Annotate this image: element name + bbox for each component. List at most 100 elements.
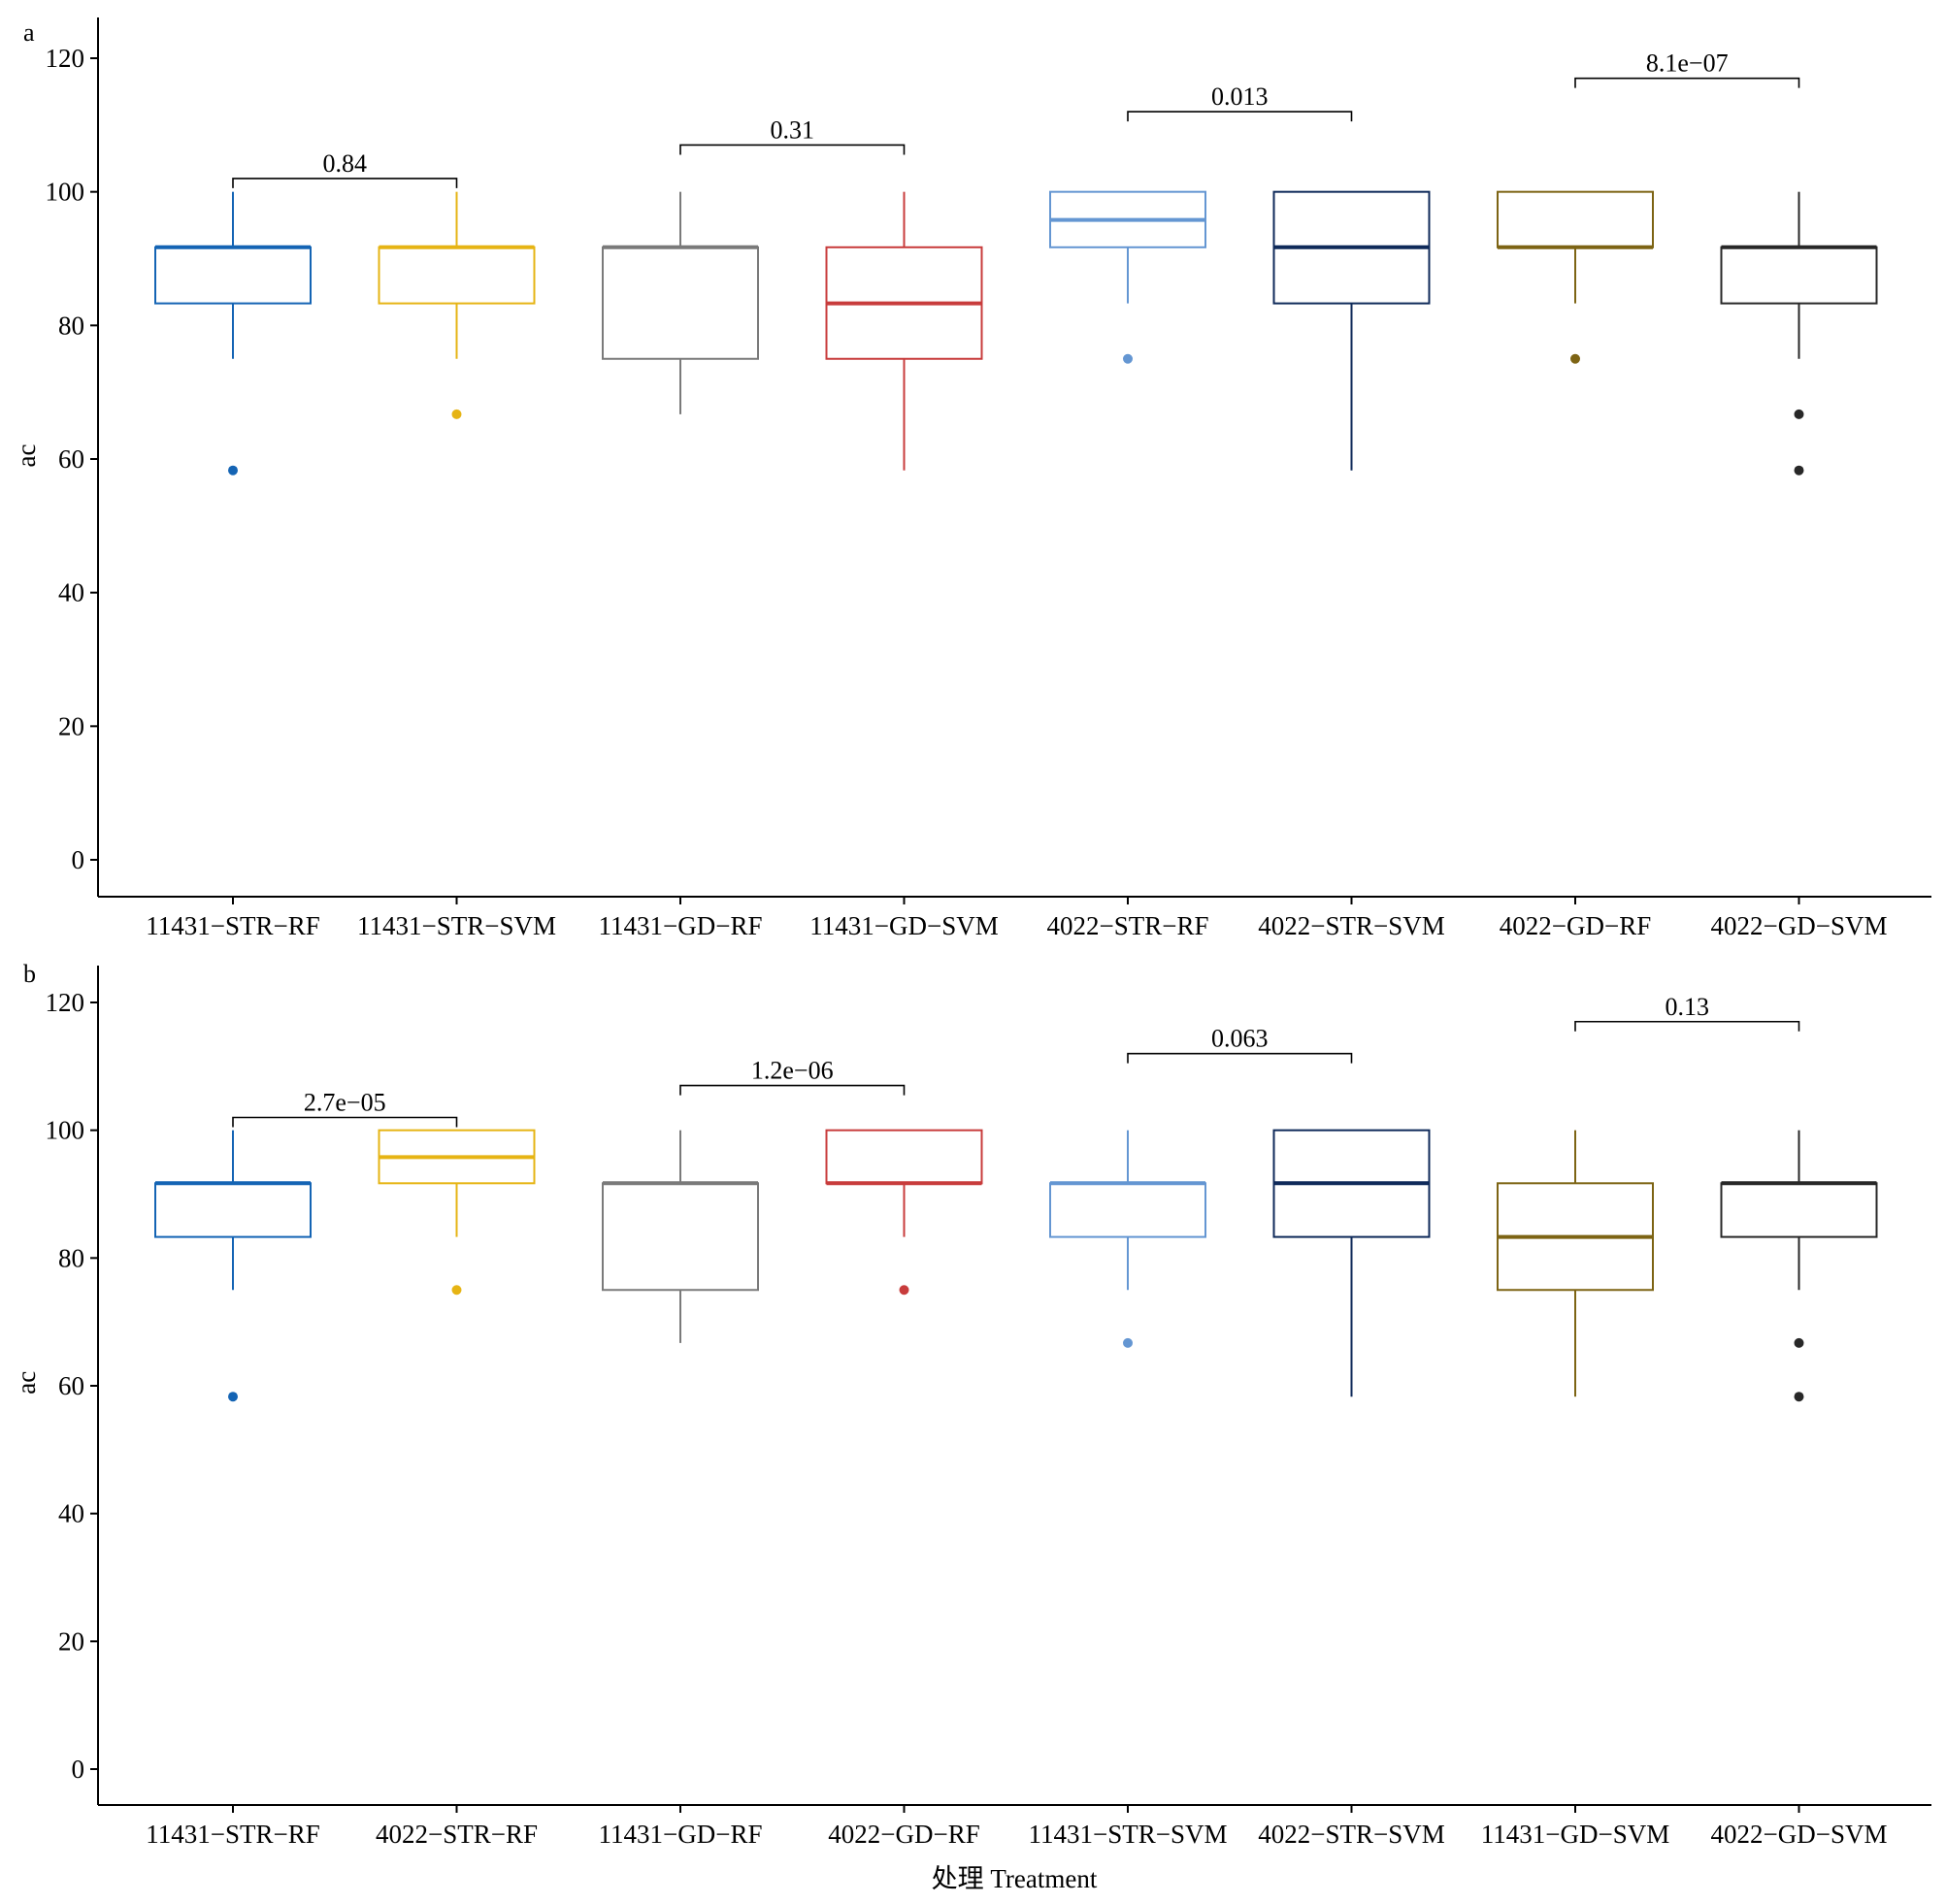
bracket-line — [1127, 1052, 1353, 1064]
p-value-label: 0.063 — [1211, 1025, 1269, 1053]
comparison-bracket: 0.063 — [1127, 1025, 1353, 1064]
outlier-point — [1794, 1337, 1804, 1348]
x-tick-label: 11431−GD−RF — [599, 911, 763, 940]
panel-a: a ac 0 20 40 60 80 100 120 11431−STR−RF 11431−STR−… — [12, 17, 1931, 940]
bracket-line — [679, 1084, 906, 1096]
bracket-line — [1127, 111, 1353, 122]
outlier-point — [1794, 409, 1804, 419]
box-body — [1720, 1182, 1878, 1238]
box-1 — [154, 1130, 312, 1402]
p-value-label: 0.84 — [323, 149, 368, 178]
y-tick-label: 120 — [46, 44, 85, 73]
box-body — [154, 1182, 312, 1238]
box-7 — [1497, 190, 1654, 364]
comparison-bracket: 0.013 — [1127, 82, 1353, 122]
x-tick-label: 11431−GD−RF — [599, 1820, 763, 1849]
comparison-bracket: 0.31 — [679, 115, 906, 155]
box-body — [825, 1129, 983, 1185]
p-value-label: 2.7e−05 — [304, 1089, 386, 1117]
x-tick-label: 11431−STR−RF — [146, 1820, 320, 1849]
box-body — [602, 246, 759, 360]
outlier-point — [451, 1285, 462, 1296]
outlier-point — [1570, 353, 1580, 364]
box-2 — [378, 1129, 536, 1296]
x-tick-label: 4022−GD−SVM — [1711, 1820, 1888, 1849]
panel-b: b ac 0 20 40 60 80 100 120 11431−STR−RF 4022−STR−R… — [12, 960, 1931, 1849]
comparison-bracket: 0.84 — [232, 149, 458, 188]
x-tick-label: 11431−STR−SVM — [1029, 1820, 1228, 1849]
y-axis-title: ac — [12, 444, 41, 468]
box-body — [1049, 1182, 1206, 1238]
comparison-bracket: 8.1e−07 — [1574, 49, 1800, 88]
x-tick-label: 4022−STR−SVM — [1258, 911, 1445, 940]
y-tick-label: 20 — [58, 711, 84, 740]
outlier-point — [1794, 465, 1804, 476]
box-3 — [602, 1130, 759, 1343]
x-tick-label: 11431−GD−SVM — [809, 911, 998, 940]
box-body — [1497, 190, 1654, 248]
y-tick-label: 80 — [58, 311, 84, 340]
outlier-point — [228, 465, 238, 476]
outlier-point — [899, 1285, 909, 1296]
x-tick-label: 11431−GD−SVM — [1481, 1820, 1669, 1849]
box-4 — [825, 191, 983, 471]
y-tick-label: 100 — [46, 1116, 85, 1145]
x-axis-title: 处理 Treatment — [932, 1864, 1098, 1893]
p-value-label: 0.31 — [771, 115, 815, 144]
box-1 — [154, 191, 312, 476]
bracket-line — [1574, 77, 1800, 88]
y-tick-label: 120 — [46, 988, 85, 1017]
outlier-point — [228, 1392, 238, 1402]
box-5 — [1049, 190, 1206, 364]
box-body — [1720, 246, 1878, 305]
x-tick-label: 4022−GD−SVM — [1711, 911, 1888, 940]
y-tick-label: 20 — [58, 1626, 84, 1656]
box-6 — [1272, 190, 1431, 471]
y-tick-label: 40 — [58, 1499, 84, 1528]
bracket-line — [1574, 1020, 1800, 1032]
box-5 — [1049, 1130, 1206, 1348]
comparison-bracket: 1.2e−06 — [679, 1057, 906, 1096]
x-tick-label: 4022−STR−SVM — [1258, 1820, 1445, 1849]
outlier-point — [451, 409, 462, 419]
box-body — [378, 246, 536, 305]
p-value-label: 0.013 — [1211, 82, 1269, 111]
box-8 — [1720, 1130, 1878, 1402]
bracket-line — [232, 1116, 458, 1128]
outlier-point — [1794, 1392, 1804, 1402]
y-tick-label: 80 — [58, 1243, 84, 1272]
box-8 — [1720, 191, 1878, 476]
comparison-bracket: 2.7e−05 — [232, 1089, 458, 1128]
panel-label: b — [23, 960, 36, 988]
p-value-label: 1.2e−06 — [751, 1057, 834, 1085]
box-body — [602, 1182, 759, 1292]
bracket-line — [232, 178, 458, 188]
outlier-point — [1123, 353, 1133, 364]
panel-label: a — [23, 18, 35, 47]
x-tick-label: 11431−STR−SVM — [357, 911, 556, 940]
y-tick-label: 60 — [58, 1371, 84, 1400]
x-tick-label: 4022−GD−RF — [1500, 911, 1651, 940]
box-4 — [825, 1129, 983, 1296]
bracket-line — [679, 144, 906, 155]
box-body — [154, 246, 312, 305]
y-axis-title: ac — [12, 1371, 41, 1395]
x-tick-label: 4022−GD−RF — [828, 1820, 979, 1849]
y-tick-label: 60 — [58, 444, 84, 474]
y-tick-label: 0 — [72, 845, 85, 874]
y-tick-label: 100 — [46, 178, 85, 207]
x-tick-label: 4022−STR−RF — [376, 1820, 538, 1849]
y-tick-label: 40 — [58, 578, 84, 607]
box-6 — [1272, 1129, 1431, 1397]
p-value-label: 8.1e−07 — [1646, 49, 1729, 78]
comparison-bracket: 0.13 — [1574, 993, 1800, 1032]
x-tick-label: 4022−STR−RF — [1047, 911, 1209, 940]
y-tick-label: 0 — [72, 1755, 85, 1784]
box-7 — [1497, 1130, 1654, 1397]
box-3 — [602, 191, 759, 414]
outlier-point — [1123, 1337, 1133, 1348]
box-2 — [378, 191, 536, 419]
p-value-label: 0.13 — [1666, 993, 1710, 1021]
x-tick-label: 11431−STR−RF — [146, 911, 320, 940]
